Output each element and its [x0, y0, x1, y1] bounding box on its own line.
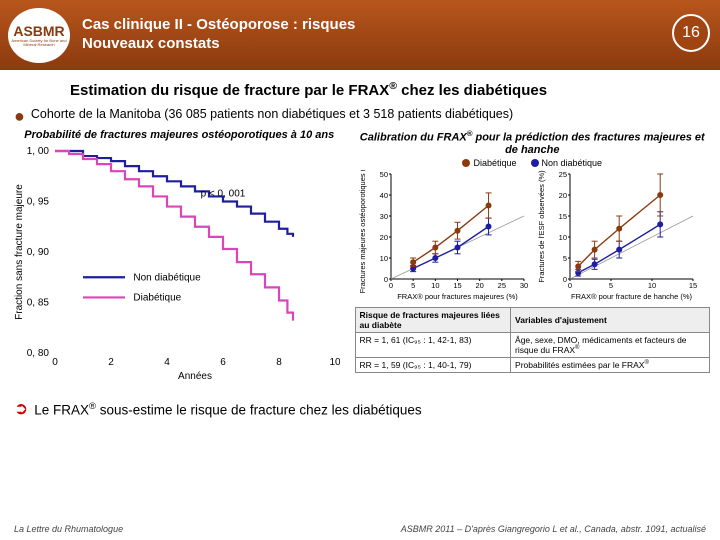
svg-text:10: 10 [431, 281, 439, 290]
svg-text:0: 0 [52, 357, 58, 368]
logo-main: ASBMR [13, 23, 64, 39]
calibration-title: Calibration du FRAX® pour la prédiction … [355, 129, 710, 156]
table-row: RR = 1, 61 (IC₉₅ : 1, 42-1, 83) Âge, sex… [355, 332, 709, 357]
conclusion: ➲ Le FRAX® sous-estime le risque de frac… [0, 393, 720, 421]
arrow-icon: ➲ [14, 399, 28, 419]
logo-sub: American Society for Bone and Mineral Re… [8, 39, 70, 47]
svg-text:Non diabétique: Non diabétique [133, 272, 201, 283]
footer-right: ASBMR 2011 – D'après Giangregorio L et a… [401, 524, 706, 534]
page-number: 16 [672, 14, 710, 52]
table-header-vars: Variables d'ajustement [511, 307, 710, 332]
svg-text:FRAX® pour fracture de hanche: FRAX® pour fracture de hanche (%) [571, 292, 692, 301]
svg-text:10: 10 [379, 254, 387, 263]
svg-text:4: 4 [164, 357, 170, 368]
charts-container: Probabilité de fractures majeures ostéop… [0, 129, 720, 393]
svg-text:15: 15 [558, 212, 566, 221]
calib-hip-svg: 0 5 10 15 20 25 0 5 10 15 Fractures de l'ESF obser… [534, 170, 699, 305]
svg-text:50: 50 [379, 170, 387, 179]
svg-text:25: 25 [558, 170, 566, 179]
logo: ASBMR American Society for Bone and Mine… [8, 8, 70, 63]
bullet-icon: ● [14, 107, 25, 125]
header: ASBMR American Society for Bone and Mine… [0, 0, 720, 70]
svg-text:Fractures majeures ostéoporoti: Fractures majeures ostéoporotiques (%) [358, 170, 367, 293]
svg-text:15: 15 [453, 281, 461, 290]
svg-text:1, 00: 1, 00 [27, 146, 50, 157]
svg-text:p < 0, 001: p < 0, 001 [201, 188, 246, 199]
svg-text:30: 30 [519, 281, 527, 290]
svg-text:0, 90: 0, 90 [27, 247, 50, 258]
svg-text:20: 20 [379, 233, 387, 242]
table-row: RR = 1, 59 (IC₉₅ : 1, 40-1, 79) Probabil… [355, 357, 709, 372]
footer: La Lettre du Rhumatologue ASBMR 2011 – D… [14, 524, 706, 534]
svg-text:2: 2 [108, 357, 114, 368]
svg-text:6: 6 [220, 357, 226, 368]
risk-table: Risque de fractures majeures liées au di… [355, 307, 710, 373]
svg-text:10: 10 [647, 281, 655, 290]
table-header-risk: Risque de fractures majeures liées au di… [355, 307, 511, 332]
svg-text:8: 8 [276, 357, 282, 368]
svg-text:0: 0 [567, 281, 571, 290]
section-title: Estimation du risque de fracture par le … [40, 70, 720, 105]
bullet-cohort: ● Cohorte de la Manitoba (36 085 patient… [0, 105, 720, 129]
svg-text:FRAX® pour fractures majeures: FRAX® pour fractures majeures (%) [397, 292, 518, 301]
svg-text:30: 30 [379, 212, 387, 221]
survival-svg: 1, 00 0, 95 0, 90 0, 85 0, 800 2 4 6 8 10 Fraction… [10, 143, 340, 388]
svg-text:0: 0 [388, 281, 392, 290]
svg-text:20: 20 [558, 191, 566, 200]
svg-text:40: 40 [379, 191, 387, 200]
svg-text:0, 85: 0, 85 [27, 298, 50, 309]
svg-text:15: 15 [688, 281, 696, 290]
svg-text:20: 20 [475, 281, 483, 290]
footer-left: La Lettre du Rhumatologue [14, 524, 123, 534]
svg-text:0: 0 [562, 275, 566, 284]
svg-text:10: 10 [558, 233, 566, 242]
svg-text:Fraction sans fracture majeure: Fraction sans fracture majeure [14, 184, 25, 320]
svg-text:Années: Années [178, 371, 212, 382]
survival-chart: Probabilité de fractures majeures ostéop… [10, 129, 349, 393]
svg-text:Fractures de l'ESF observées (: Fractures de l'ESF observées (%) [537, 170, 546, 283]
svg-text:5: 5 [608, 281, 612, 290]
svg-text:Diabétique: Diabétique [133, 292, 181, 303]
svg-text:5: 5 [411, 281, 415, 290]
svg-text:5: 5 [562, 254, 566, 263]
calibration-legend: Diabétique Non diabétique [355, 158, 710, 168]
calib-major-svg: 0 10 20 30 40 50 0 5 10 15 20 25 30 Fractures majeure… [355, 170, 530, 305]
svg-text:0, 80: 0, 80 [27, 348, 50, 359]
calibration-charts: Calibration du FRAX® pour la prédiction … [355, 129, 710, 393]
svg-text:0, 95: 0, 95 [27, 197, 50, 208]
svg-text:0: 0 [383, 275, 387, 284]
svg-text:25: 25 [497, 281, 505, 290]
svg-text:10: 10 [329, 357, 340, 368]
slide-title: Cas clinique II - Ostéoporose : risques … [82, 16, 355, 54]
